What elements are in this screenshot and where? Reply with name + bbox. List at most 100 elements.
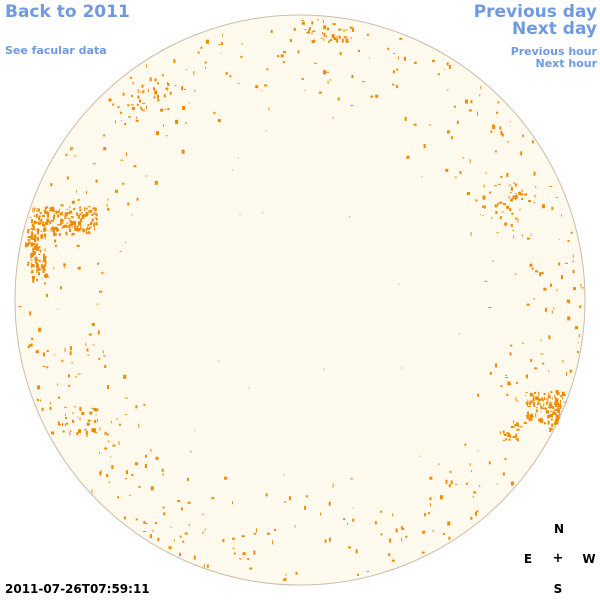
facula-speck: [173, 59, 176, 64]
facula-speck: [551, 310, 553, 314]
facula-speck: [137, 95, 140, 99]
facula-speck: [31, 223, 34, 227]
observation-timestamp: 2011-07-26T07:59:11: [5, 582, 150, 596]
facula-speck: [163, 94, 166, 98]
facula-speck: [162, 473, 164, 477]
facula-speck: [84, 207, 88, 209]
facula-speck: [64, 224, 68, 226]
facula-speck: [375, 94, 379, 98]
facula-speck: [328, 501, 331, 506]
previous-hour-link[interactable]: Previous hour: [510, 45, 597, 58]
facula-speck: [33, 247, 35, 251]
facula-speck: [31, 270, 34, 271]
facula-speck: [41, 278, 43, 280]
back-to-year-link[interactable]: Back to 2011: [5, 2, 130, 22]
facula-speck: [43, 228, 46, 232]
facula-speck: [502, 439, 506, 441]
see-facular-data-link[interactable]: See facular data: [5, 44, 107, 57]
facula-speck: [232, 537, 235, 540]
facula-speck: [95, 408, 99, 412]
facula-speck: [482, 215, 484, 216]
facula-speck: [529, 414, 532, 419]
previous-day-link[interactable]: Previous day: [473, 2, 597, 22]
facula-speck: [32, 278, 35, 283]
facula-speck: [516, 428, 520, 431]
facula-speck: [540, 403, 542, 408]
facula-speck: [62, 225, 66, 228]
next-day-link[interactable]: Next day: [512, 19, 597, 39]
facula-speck: [533, 394, 535, 399]
facula-speck: [343, 36, 347, 39]
facula-speck: [104, 365, 107, 369]
facula-speck: [65, 231, 68, 234]
facula-speck: [539, 272, 542, 277]
facula-speck: [580, 283, 582, 287]
facula-speck: [183, 89, 186, 90]
facula-speck: [492, 125, 496, 130]
facula-speck: [510, 223, 513, 227]
facula-speck: [76, 212, 79, 216]
facula-speck: [551, 397, 553, 400]
facula-speck: [311, 40, 314, 44]
facula-speck: [147, 88, 149, 92]
facula-speck: [553, 411, 556, 414]
facula-speck: [61, 359, 64, 362]
facula-speck: [301, 21, 305, 25]
facula-speck: [137, 89, 139, 93]
facula-speck: [70, 430, 72, 432]
facula-speck: [277, 55, 280, 58]
facula-speck: [515, 433, 518, 437]
facula-speck: [550, 283, 552, 287]
facula-speck: [265, 493, 268, 497]
facula-speck: [44, 212, 46, 215]
facula-speck: [534, 397, 538, 399]
facula-speck: [203, 564, 205, 569]
facula-speck: [554, 420, 558, 425]
facula-speck: [91, 489, 93, 494]
facula-speck: [41, 407, 44, 411]
facula-speck: [101, 271, 104, 274]
facula-speck: [86, 208, 88, 210]
facula-speck: [66, 222, 69, 224]
facula-speck: [106, 203, 108, 207]
facula-speck: [473, 491, 477, 494]
facula-speck: [46, 206, 49, 209]
facula-speck: [339, 52, 342, 56]
facula-speck: [508, 438, 511, 441]
facula-speck: [538, 391, 540, 396]
facula-speck: [540, 272, 544, 275]
facula-speck: [401, 538, 403, 542]
facula-speck: [77, 373, 81, 375]
facula-speck: [568, 300, 570, 304]
facula-speck: [543, 393, 546, 395]
facula-speck: [57, 224, 60, 226]
facula-speck: [551, 206, 554, 210]
facula-speck: [76, 432, 79, 436]
facula-speck: [139, 99, 141, 103]
facula-speck: [448, 65, 451, 69]
facula-speck: [569, 369, 572, 373]
next-hour-link[interactable]: Next hour: [535, 57, 598, 70]
facula-speck: [26, 243, 28, 248]
facula-speck: [446, 89, 449, 91]
facula-speck: [556, 392, 560, 396]
facula-speck: [83, 228, 85, 231]
facula-speck: [534, 391, 536, 394]
facula-speck: [519, 426, 523, 428]
facula-speck: [514, 424, 518, 427]
facula-speck: [170, 527, 172, 528]
facula-speck: [70, 221, 74, 226]
facula-speck: [556, 288, 558, 291]
facula-speck: [366, 33, 369, 36]
facula-speck: [548, 335, 551, 340]
facula-speck: [323, 19, 324, 23]
facula-speck: [232, 547, 235, 549]
facula-speck: [544, 422, 546, 425]
facula-speck: [179, 535, 182, 538]
facula-speck: [108, 440, 110, 443]
facula-speck: [542, 399, 544, 402]
facula-speck: [85, 431, 88, 435]
facula-speck: [131, 474, 134, 477]
facula-speck: [177, 500, 181, 503]
facula-speck: [554, 394, 556, 398]
